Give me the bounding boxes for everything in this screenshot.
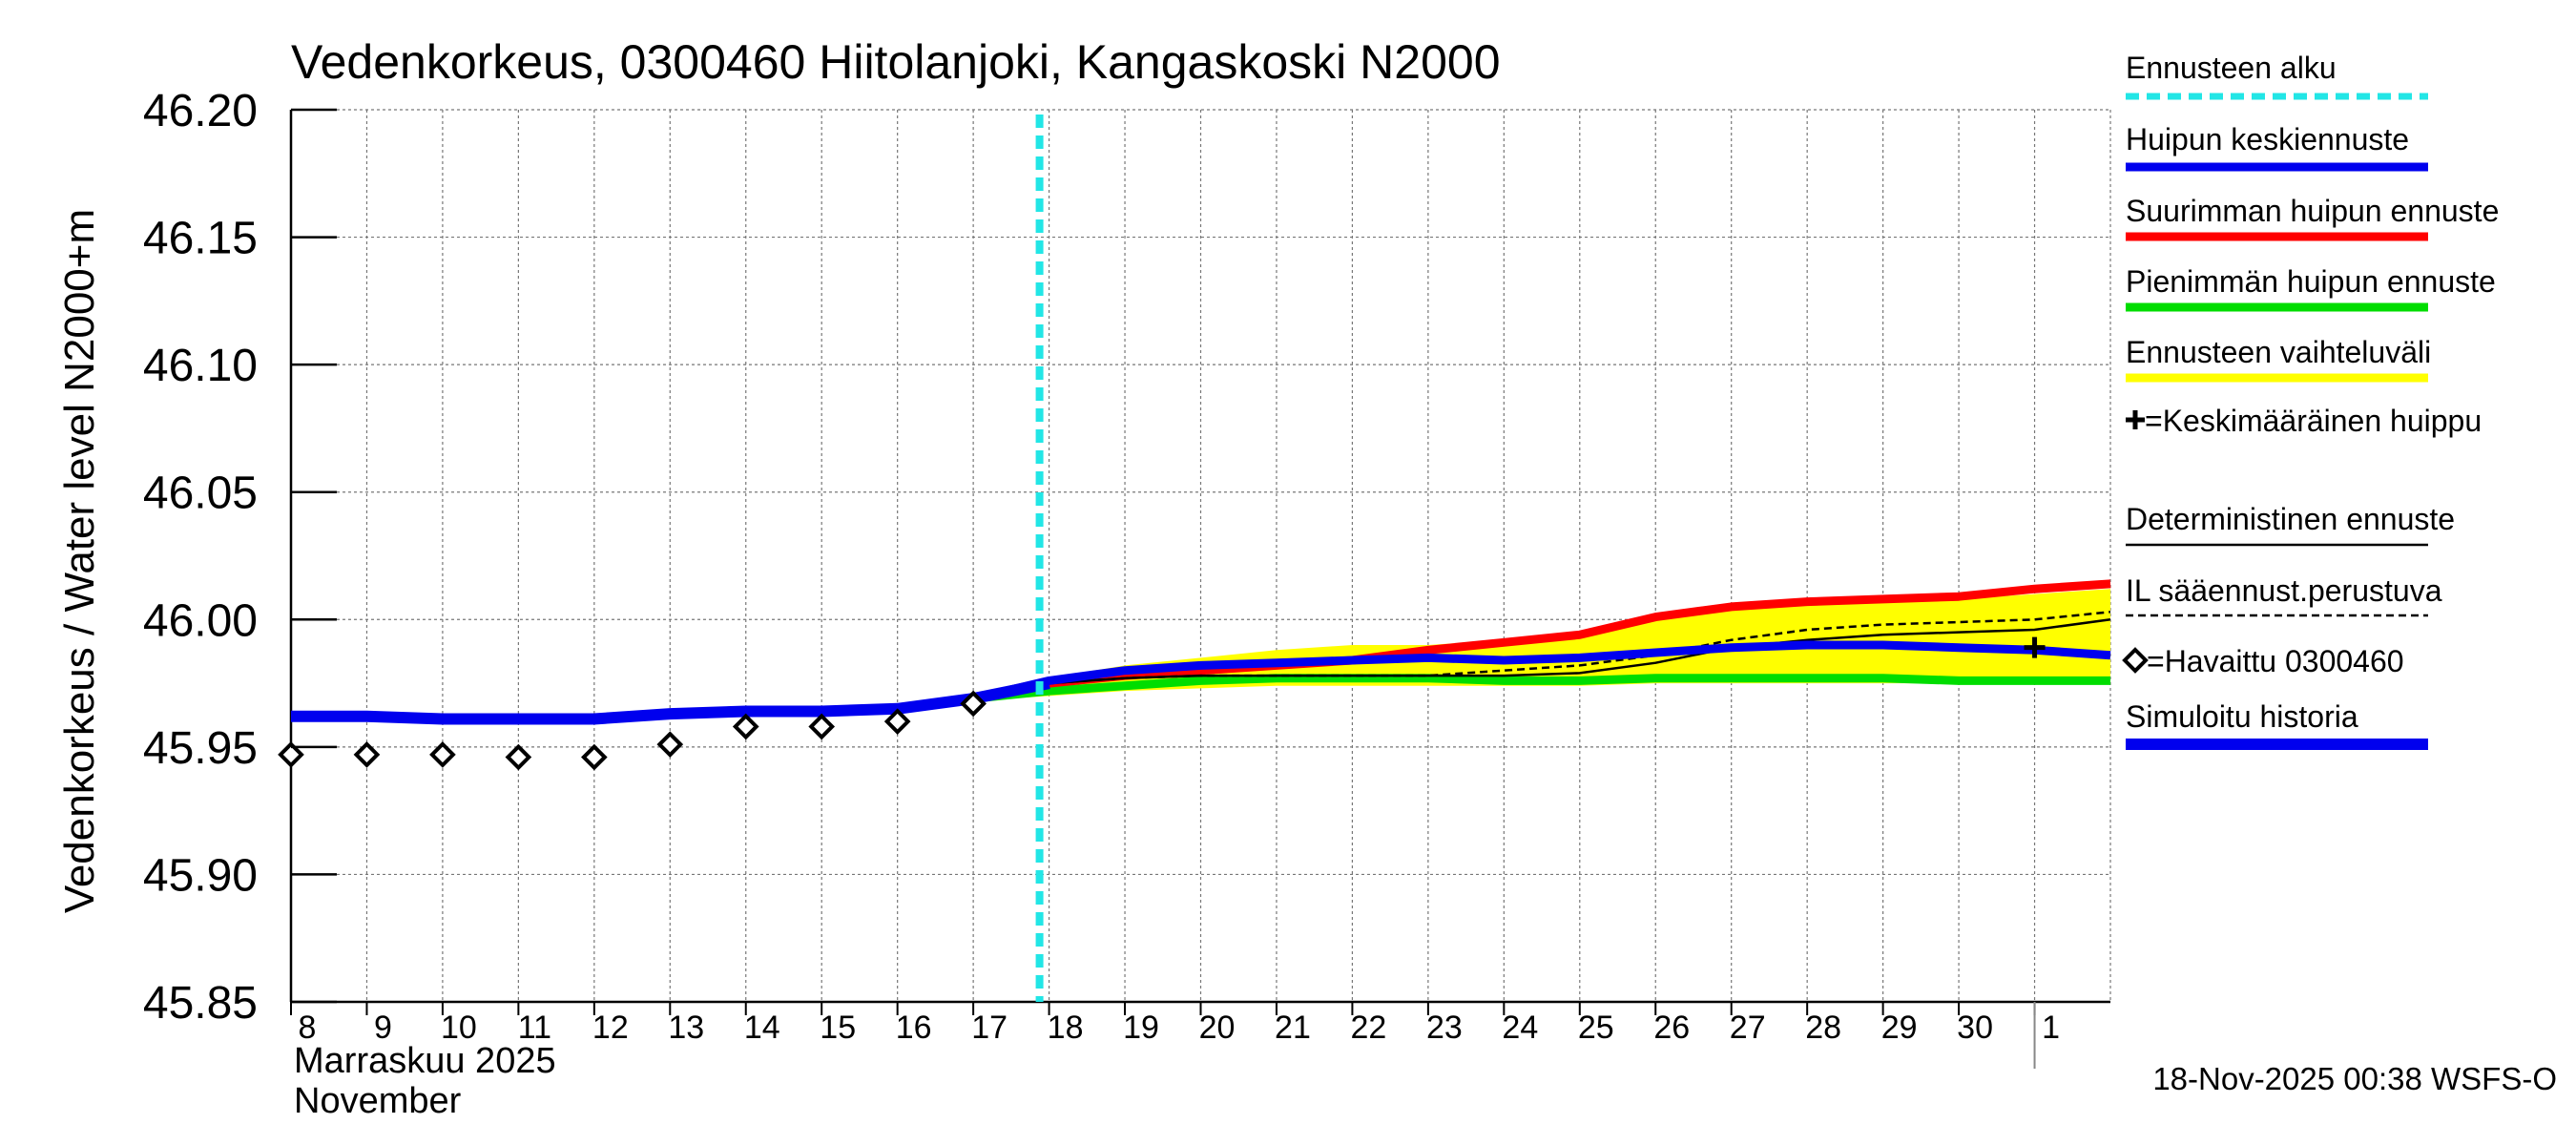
min-peak-forecast-line: [972, 674, 2110, 703]
forecast-range-band: [973, 589, 2110, 701]
x-tick-label: 14: [744, 1010, 780, 1046]
legend-label: =Havaittu 0300460: [2147, 644, 2404, 678]
legend-label: IL sääennust.perustuva: [2126, 573, 2442, 608]
legend-label: Ennusteen alku: [2126, 51, 2337, 85]
observed-point: [505, 743, 532, 771]
y-tick-label: 45.85: [143, 978, 258, 1029]
x-axis-ticks: 8 9 10 11 12 13 14 15 16 17 18 19 20 21 22 23 24 25 26 27 28…: [290, 1002, 2060, 1069]
x-tick-label: 19: [1123, 1010, 1159, 1046]
x-tick-label: 12: [592, 1010, 629, 1046]
x-tick-label: 29: [1881, 1010, 1918, 1046]
legend-label: =Keskimääräinen huippu: [2145, 404, 2482, 438]
legend-label: Simuloitu historia: [2126, 699, 2358, 734]
y-axis-ticks: 46.20 46.15 46.10 46.05 46.00 45.95 45.90 45.85: [143, 86, 337, 1029]
y-tick-label: 45.95: [143, 723, 258, 774]
observed-point: [732, 713, 759, 740]
footer-timestamp: 18-Nov-2025 00:38 WSFS-O: [2152, 1061, 2557, 1096]
y-tick-label: 46.05: [143, 468, 258, 519]
x-tick-label: 15: [820, 1010, 856, 1046]
x-tick-label: 28: [1805, 1010, 1841, 1046]
x-tick-label: 30: [1957, 1010, 1993, 1046]
x-tick-label: 8: [299, 1010, 317, 1046]
chart-title: Vedenkorkeus, 0300460 Hiitolanjoki, Kang…: [291, 35, 1501, 89]
x-tick-label: 9: [374, 1010, 392, 1046]
observed-point: [960, 690, 987, 718]
legend-plus-marker: [2126, 410, 2145, 429]
observed-point: [883, 708, 911, 735]
y-axis-label: Vedenkorkeus / Water level N2000+m: [56, 209, 103, 913]
legend: Ennusteen alku Huipun keskiennuste Suurimm…: [2122, 51, 2499, 750]
observed-point: [581, 743, 608, 771]
observed-point: [278, 741, 304, 768]
x-tick-label: 26: [1653, 1010, 1690, 1046]
legend-label: Deterministinen ennuste: [2126, 502, 2455, 536]
observed-point: [656, 731, 684, 759]
x-tick-label: 20: [1199, 1010, 1236, 1046]
mean-peak-marker: [2024, 636, 2046, 658]
observed-point: [429, 741, 456, 768]
x-tick-label: 24: [1502, 1010, 1538, 1046]
x-tick-label: 17: [971, 1010, 1008, 1046]
legend-label: Pienimmän huipun ennuste: [2126, 264, 2496, 299]
plot-area: [278, 114, 2111, 1002]
legend-diamond-marker: [2122, 647, 2149, 674]
legend-label: Huipun keskiennuste: [2126, 122, 2409, 156]
x-tick-label: 18: [1048, 1010, 1084, 1046]
x-tick-label: 23: [1426, 1010, 1463, 1046]
simulated-history-line: [291, 677, 1050, 725]
x-tick-label: 21: [1275, 1010, 1311, 1046]
x-tick-label: 11: [518, 1010, 551, 1046]
observed-point: [808, 713, 836, 740]
y-tick-label: 46.15: [143, 214, 258, 264]
x-month-label-en: November: [294, 1081, 462, 1121]
y-tick-label: 46.00: [143, 595, 258, 646]
y-tick-label: 45.90: [143, 850, 258, 901]
legend-label: Ennusteen vaihteluväli: [2126, 335, 2431, 369]
x-tick-label: 16: [896, 1010, 932, 1046]
x-tick-label: 25: [1578, 1010, 1614, 1046]
x-tick-label: 10: [441, 1010, 477, 1046]
x-tick-label: 1: [2042, 1010, 2060, 1046]
il-forecast-line: [972, 611, 2111, 700]
observed-point: [353, 741, 381, 768]
max-peak-forecast-line: [972, 579, 2111, 703]
y-tick-label: 46.10: [143, 341, 258, 391]
x-tick-label: 13: [668, 1010, 704, 1046]
x-tick-label: 27: [1730, 1010, 1766, 1046]
x-month-label-fi: Marraskuu 2025: [294, 1041, 556, 1081]
y-tick-label: 46.20: [143, 86, 258, 136]
legend-label: Suurimman huipun ennuste: [2126, 194, 2499, 228]
x-tick-label: 22: [1351, 1010, 1387, 1046]
mean-peak-forecast-line: [972, 640, 2111, 703]
